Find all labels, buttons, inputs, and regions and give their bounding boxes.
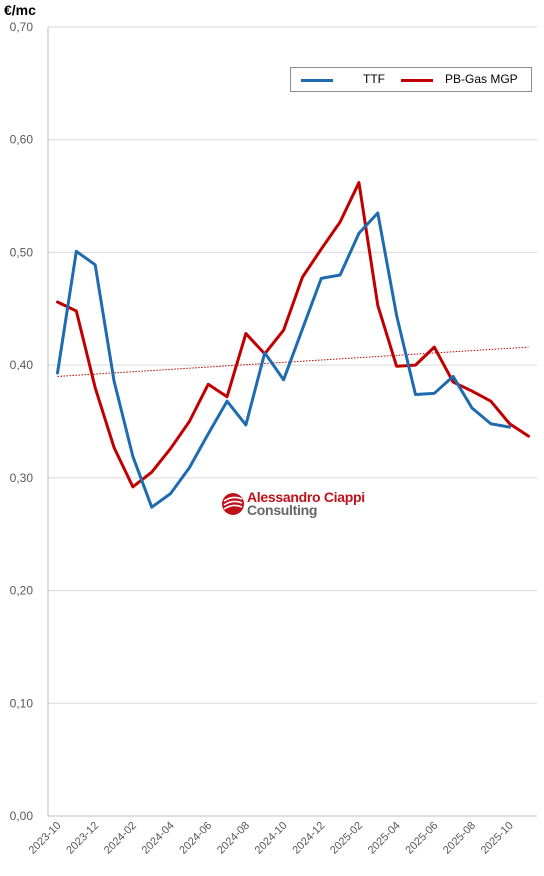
trendline — [57, 346, 529, 377]
x-tick-label: 2025-08 — [441, 820, 478, 857]
logo-icon — [222, 493, 244, 515]
x-tick-label: 2025-06 — [403, 820, 440, 857]
x-tick-label: 2023-12 — [64, 820, 101, 857]
watermark-line2: Consulting — [247, 502, 318, 518]
x-tick-label: 2024-12 — [290, 820, 327, 857]
y-tick-label: 0,40 — [10, 358, 34, 372]
y-tick-label: 0,30 — [10, 471, 34, 485]
x-tick-label: 2024-10 — [253, 820, 290, 857]
watermark-line1: Alessandro Ciappi — [247, 489, 365, 505]
series-line-pb-gas-mgp — [56, 181, 530, 489]
x-tick-label: 2024-06 — [177, 820, 214, 857]
series-line-ttf — [56, 211, 512, 509]
x-tick-label: 2025-02 — [328, 820, 365, 857]
y-axis-unit-label: €/mc — [4, 2, 36, 18]
x-tick-label: 2024-04 — [140, 820, 177, 857]
x-tick-label: 2025-10 — [479, 820, 516, 857]
legend-swatch-pb-gas — [401, 79, 433, 82]
x-tick-label: 2024-08 — [215, 820, 252, 857]
y-tick-label: 0,60 — [10, 133, 34, 147]
legend-label-pb-gas: PB-Gas MGP — [445, 72, 518, 86]
legend-label-ttf: TTF — [363, 72, 385, 86]
y-tick-label: 0,00 — [10, 809, 34, 823]
y-tick-label: 0,10 — [10, 696, 34, 710]
y-tick-label: 0,20 — [10, 584, 34, 598]
y-tick-label: 0,70 — [10, 20, 34, 34]
x-tick-label: 2025-04 — [366, 820, 403, 857]
chart-legend: TTF PB-Gas MGP — [290, 67, 532, 92]
x-tick-label: 2024-02 — [102, 820, 139, 857]
y-tick-label: 0,50 — [10, 245, 34, 259]
legend-swatch-ttf — [301, 79, 333, 82]
x-tick-label: 2023-10 — [27, 820, 64, 857]
watermark-logo: Alessandro Ciappi Consulting — [221, 489, 371, 519]
